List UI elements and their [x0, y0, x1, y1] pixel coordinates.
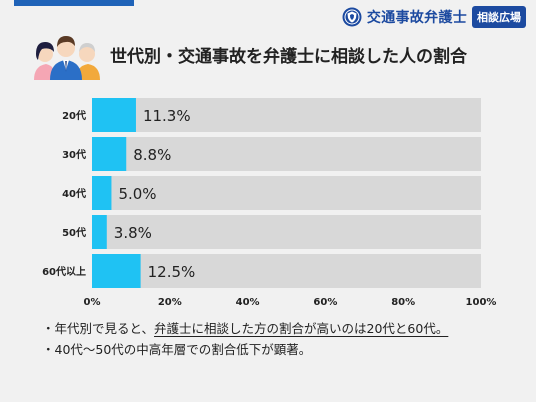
category-label: 30代 — [62, 148, 86, 161]
note-1: ・年代別で見ると、弁護士に相談した方の割合が高いのは20代と60代。 — [42, 318, 448, 339]
value-label: 5.0% — [118, 185, 156, 203]
brand-badge: 相談広場 — [472, 6, 526, 28]
bar-5 — [92, 254, 141, 288]
bar-track — [92, 98, 481, 132]
brand-header[interactable]: 交通事故弁護士 相談広場 — [342, 6, 526, 28]
bar-track — [92, 176, 481, 210]
bar-track — [92, 254, 481, 288]
x-tick-label: 40% — [236, 297, 260, 308]
category-label: 20代 — [62, 109, 86, 122]
value-label: 12.5% — [148, 263, 196, 281]
x-tick-label: 80% — [391, 297, 415, 308]
bar-1 — [92, 98, 136, 132]
chart-title: 世代別・交通事故を弁護士に相談した人の割合 — [110, 47, 467, 67]
x-tick-label: 100% — [466, 297, 497, 308]
brand-name: 交通事故弁護士 — [366, 10, 467, 26]
value-label: 3.8% — [114, 224, 152, 242]
bar-track — [92, 215, 481, 249]
notes-section: ・年代別で見ると、弁護士に相談した方の割合が高いのは20代と60代。 ・40代〜… — [42, 318, 448, 360]
bar-4 — [92, 215, 107, 249]
bar-chart: 20代 11.3% 30代 8.8% 40代 5.0% 50代 3.8% 60代以上 12.5% 0… — [42, 98, 497, 308]
people-group-icon — [34, 36, 100, 80]
note-1-prefix: ・年代別で見ると、 — [42, 321, 155, 336]
bar-track — [92, 137, 481, 171]
x-tick-label: 0% — [84, 297, 101, 308]
bar-3 — [92, 176, 112, 210]
category-label: 60代以上 — [42, 265, 86, 278]
category-label: 40代 — [62, 187, 86, 200]
shield-crest-icon — [342, 7, 362, 27]
note-2: ・40代〜50代の中高年層での割合低下が顕著。 — [42, 339, 448, 360]
category-label: 50代 — [62, 226, 86, 239]
value-label: 8.8% — [133, 146, 171, 164]
x-tick-label: 60% — [313, 297, 337, 308]
top-accent-bar — [14, 0, 134, 6]
value-label: 11.3% — [143, 107, 191, 125]
note-2-text: ・40代〜50代の中高年層での割合低下が顕著。 — [42, 342, 312, 357]
bar-2 — [92, 137, 127, 171]
x-tick-label: 20% — [158, 297, 182, 308]
note-1-emphasis: 弁護士に相談した方の割合が高いのは20代と60代。 — [154, 321, 449, 336]
